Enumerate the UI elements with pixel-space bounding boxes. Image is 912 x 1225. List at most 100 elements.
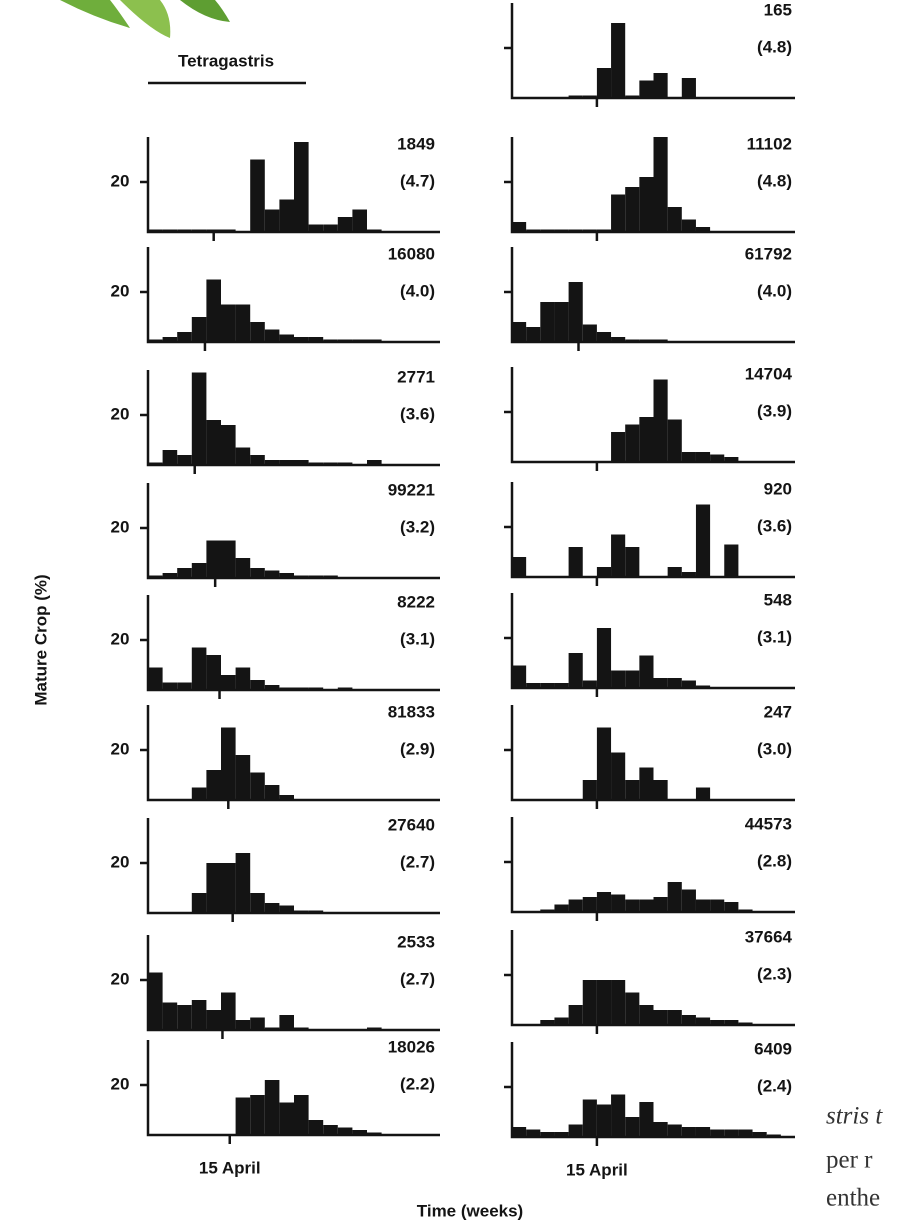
bar <box>235 853 251 913</box>
bar <box>264 209 280 232</box>
bar <box>279 1015 294 1030</box>
caption-fragment: enthe <box>826 1185 880 1212</box>
y-tick-label: 20 <box>111 1074 130 1093</box>
bar <box>206 420 221 465</box>
bar <box>191 563 207 578</box>
bar <box>221 304 236 342</box>
bar <box>653 780 668 800</box>
bar <box>250 159 265 232</box>
bar <box>568 1124 583 1137</box>
bar <box>221 675 236 690</box>
bar <box>250 568 265 578</box>
bar <box>582 680 597 688</box>
bar <box>162 682 178 690</box>
leaf-decoration <box>60 0 230 38</box>
bar <box>148 575 163 578</box>
bar <box>235 667 251 690</box>
y-tick-label: 20 <box>111 404 130 423</box>
bar <box>738 1129 753 1137</box>
bar <box>308 462 324 465</box>
bar <box>221 540 236 578</box>
bar <box>206 1010 221 1030</box>
bar <box>367 339 382 342</box>
bar <box>323 1125 338 1135</box>
bar <box>526 229 541 232</box>
bar <box>540 229 555 232</box>
axis <box>146 818 440 915</box>
bar <box>582 324 597 342</box>
bar <box>148 229 163 232</box>
bar <box>653 1010 668 1025</box>
bar <box>221 425 236 465</box>
annotation: 44573 <box>745 814 792 833</box>
bar <box>250 772 265 800</box>
bar <box>596 332 612 342</box>
bar <box>568 229 583 232</box>
bar <box>625 547 640 577</box>
bar <box>367 1132 382 1135</box>
bar <box>264 685 280 690</box>
bar <box>294 1027 309 1030</box>
bar <box>625 339 640 342</box>
bar <box>695 899 711 912</box>
bar <box>724 1020 739 1025</box>
bar <box>250 680 265 690</box>
bar <box>752 1132 767 1137</box>
bar <box>191 787 207 800</box>
bar <box>695 1127 711 1137</box>
bar <box>554 1132 569 1137</box>
bar <box>526 327 541 342</box>
bar <box>235 447 251 465</box>
annotation: 27640 <box>388 815 435 834</box>
bar <box>611 337 626 342</box>
bar <box>681 889 696 912</box>
annotation: 1849 <box>397 134 435 153</box>
bar <box>582 95 597 98</box>
annotation: 6409 <box>754 1039 792 1058</box>
x-tick-label: 15 April <box>199 1158 261 1177</box>
bar <box>367 460 382 465</box>
bar <box>177 682 192 690</box>
bar <box>308 224 324 232</box>
bar <box>611 432 626 462</box>
bar <box>367 229 382 232</box>
bar <box>206 540 221 578</box>
bar <box>264 903 280 913</box>
bar <box>667 567 682 577</box>
bar <box>596 229 612 232</box>
bar <box>308 1120 324 1135</box>
annotation: (2.3) <box>757 964 792 983</box>
bar <box>582 980 597 1025</box>
bar <box>653 678 668 688</box>
bar <box>337 217 353 232</box>
annotation: (2.9) <box>400 739 435 758</box>
bar <box>221 992 236 1030</box>
bar <box>568 653 583 688</box>
bar <box>667 1010 682 1025</box>
annotation: (2.7) <box>400 852 435 871</box>
bar <box>294 575 309 578</box>
annotation: 11102 <box>747 134 792 153</box>
bar <box>611 980 626 1025</box>
axis <box>510 3 795 100</box>
axis <box>146 705 440 802</box>
y-axis-label: Mature Crop (%) <box>31 574 50 705</box>
bar <box>596 980 612 1025</box>
bar <box>653 1122 668 1137</box>
bar <box>695 685 711 688</box>
bar <box>294 687 309 690</box>
annotation: (3.9) <box>757 401 792 420</box>
annotation: 81833 <box>388 702 435 721</box>
annotation: 165 <box>764 0 792 19</box>
bar <box>264 329 280 342</box>
bar <box>724 544 739 577</box>
annotation: (3.2) <box>400 517 435 536</box>
y-tick-label: 20 <box>111 852 130 871</box>
bar <box>148 462 163 465</box>
annotation: (4.0) <box>400 281 435 300</box>
bar <box>611 1094 626 1137</box>
bar <box>568 899 583 912</box>
annotation: (3.1) <box>400 629 435 648</box>
bar <box>639 1005 654 1025</box>
